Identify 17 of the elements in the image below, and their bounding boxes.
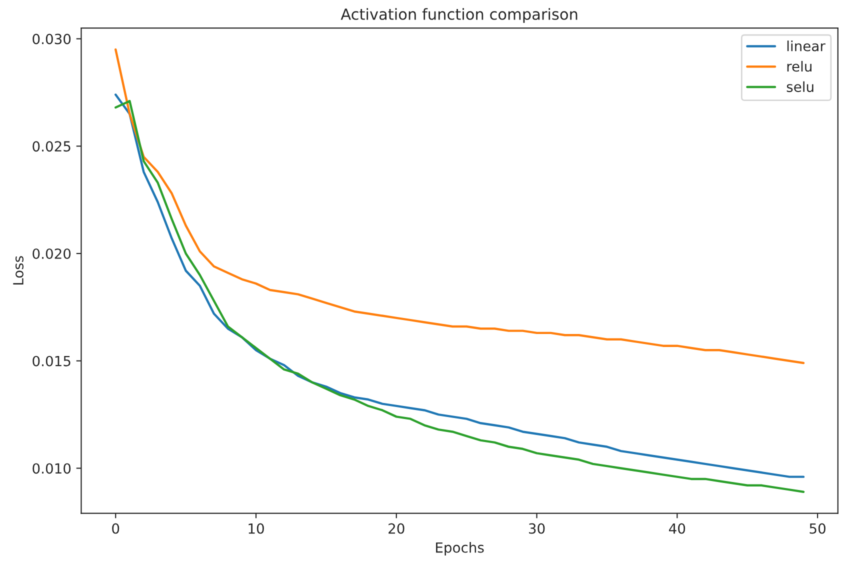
y-tick-label: 0.030 (32, 34, 71, 44)
legend-label: relu (787, 60, 812, 72)
y-tick-label: 0.020 (32, 248, 71, 259)
x-tick-label: 10 (248, 523, 264, 534)
legend-label: linear (787, 40, 826, 52)
x-tick-label: 30 (528, 523, 545, 534)
x-axis-title: Epochs (436, 542, 484, 556)
x-tick-label: 0 (112, 523, 120, 534)
y-tick-label: 0.025 (32, 141, 70, 152)
x-tick-label: 50 (810, 523, 826, 534)
chart-title: Activation function comparison (340, 8, 578, 23)
x-tick-label: 20 (388, 523, 404, 534)
x-tick-label: 40 (669, 523, 686, 534)
y-axis-title: Loss (13, 256, 24, 285)
y-tick-label: 0.015 (32, 356, 70, 366)
legend-label: selu (786, 81, 814, 92)
y-tick-label: 0.010 (32, 463, 71, 474)
